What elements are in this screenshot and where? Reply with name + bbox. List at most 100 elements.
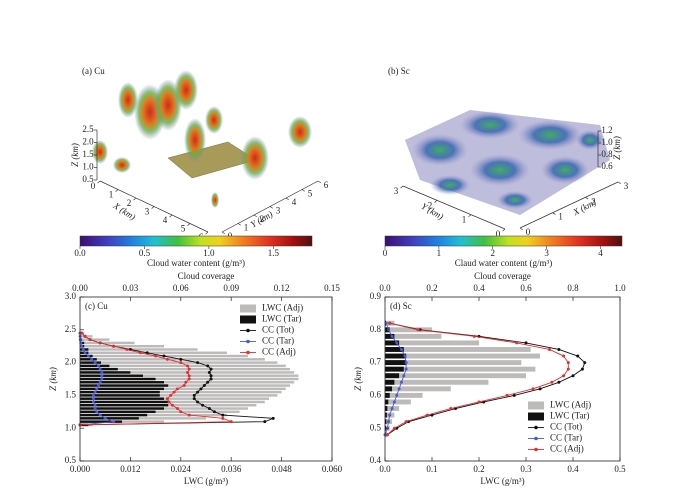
x-tick-label: 0.4 bbox=[567, 464, 579, 474]
bar bbox=[80, 394, 160, 397]
axis-tick-label: 0 bbox=[496, 229, 501, 239]
colorbar-label: Cloud water content (g/m³) bbox=[147, 258, 245, 268]
tick-mark bbox=[585, 197, 589, 200]
point bbox=[402, 374, 406, 378]
axis-label: Y (km) bbox=[420, 201, 446, 222]
bar bbox=[80, 377, 156, 381]
y-axis-label: Z (km) bbox=[353, 367, 363, 391]
tick-mark bbox=[151, 206, 155, 209]
point bbox=[192, 393, 196, 397]
axis-label: X (km) bbox=[111, 200, 138, 222]
point bbox=[392, 400, 396, 404]
bar bbox=[80, 338, 110, 341]
bar bbox=[80, 348, 198, 351]
bar bbox=[385, 366, 536, 372]
y-tick-label: 3.0 bbox=[65, 291, 77, 301]
tick-mark bbox=[115, 189, 119, 192]
bar bbox=[80, 361, 101, 364]
tick-mark bbox=[97, 180, 101, 184]
point bbox=[93, 403, 97, 407]
point bbox=[199, 387, 203, 391]
x2-tick-label: 0.00 bbox=[72, 283, 88, 293]
colorbar bbox=[79, 235, 313, 247]
point bbox=[392, 426, 396, 430]
bar bbox=[80, 413, 148, 417]
point bbox=[229, 420, 233, 424]
x2-tick-label: 0.09 bbox=[223, 283, 239, 293]
axis-line bbox=[402, 185, 506, 230]
point bbox=[91, 400, 95, 404]
point bbox=[566, 367, 570, 371]
point bbox=[179, 410, 183, 414]
point bbox=[93, 390, 97, 394]
bar bbox=[80, 344, 164, 348]
volume-b-render bbox=[405, 110, 610, 215]
legend-swatch bbox=[528, 412, 544, 421]
x-tick-label: 0.060 bbox=[322, 464, 343, 474]
point bbox=[182, 384, 186, 388]
x2-tick-label: 0.12 bbox=[274, 283, 290, 293]
point bbox=[167, 400, 171, 404]
bar bbox=[80, 364, 110, 368]
axis-tick-label: 0 bbox=[91, 181, 96, 191]
legend-label: LWC (Tar) bbox=[262, 314, 301, 324]
tick-mark bbox=[400, 185, 404, 189]
bar bbox=[80, 351, 227, 354]
volume-a-render bbox=[92, 70, 312, 208]
point bbox=[583, 361, 587, 365]
point bbox=[170, 403, 174, 407]
bar bbox=[385, 379, 395, 385]
point bbox=[98, 367, 102, 371]
point bbox=[187, 374, 191, 378]
axis-tick-label: 0.6 bbox=[601, 161, 613, 171]
axis-tick-label: 2 bbox=[260, 214, 265, 224]
tick-mark bbox=[205, 231, 209, 235]
point bbox=[103, 416, 107, 420]
colorbar-tick-label: 4 bbox=[598, 248, 603, 258]
tick-mark bbox=[285, 197, 289, 201]
point bbox=[184, 380, 188, 384]
bar bbox=[80, 400, 265, 404]
axis-tick-label: 3 bbox=[624, 181, 629, 191]
bar bbox=[80, 394, 278, 397]
point bbox=[187, 367, 191, 371]
point bbox=[221, 416, 225, 420]
legend-label: CC (Adj) bbox=[550, 444, 584, 454]
point bbox=[186, 364, 190, 368]
point bbox=[100, 374, 104, 378]
colorbar bbox=[384, 235, 623, 247]
axis-tick-label: 1.5 bbox=[82, 149, 94, 159]
x-tick-label: 0.0 bbox=[379, 464, 391, 474]
point bbox=[187, 413, 191, 417]
point bbox=[112, 420, 116, 424]
point bbox=[206, 380, 210, 384]
x2-axis-label: Cloud coverage bbox=[474, 271, 531, 281]
legend-marker bbox=[246, 350, 250, 355]
legend-marker bbox=[246, 339, 250, 344]
x2-tick-label: 0.0 bbox=[379, 283, 391, 293]
axis-tick-label: 5 bbox=[181, 224, 186, 234]
point bbox=[395, 341, 399, 345]
point bbox=[425, 413, 429, 417]
bar bbox=[80, 397, 164, 400]
bar bbox=[80, 341, 135, 345]
point bbox=[505, 393, 509, 397]
point bbox=[557, 347, 561, 351]
point bbox=[202, 384, 206, 388]
bar bbox=[385, 340, 479, 346]
colorbar-tick-label: 0.5 bbox=[139, 248, 151, 258]
x-tick-label: 0.3 bbox=[520, 464, 532, 474]
point bbox=[90, 357, 94, 361]
x-tick-label: 0.2 bbox=[473, 464, 484, 474]
x-tick-label: 0.048 bbox=[271, 464, 292, 474]
point bbox=[404, 367, 408, 371]
point bbox=[209, 377, 213, 381]
tick-mark bbox=[187, 223, 191, 226]
point bbox=[83, 351, 87, 355]
bar bbox=[80, 413, 227, 417]
axis-tick-label: 1 bbox=[109, 190, 114, 200]
axis-tick-label: 6 bbox=[324, 180, 329, 190]
bar bbox=[80, 417, 139, 420]
plot-frame bbox=[79, 296, 333, 462]
point bbox=[472, 334, 476, 338]
